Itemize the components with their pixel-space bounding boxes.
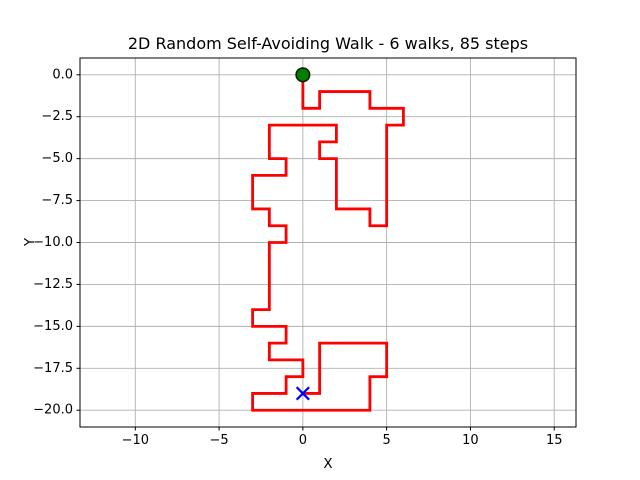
x-axis-label: X bbox=[323, 456, 332, 472]
y-tick-label: −15.0 bbox=[33, 319, 73, 334]
x-tick-label: 10 bbox=[462, 433, 479, 448]
tick-labels: −10 −5 0 5 10 15 0.0 −2.5 −5.0 −7.5 −10.0 −12.5 −15.… bbox=[33, 67, 562, 448]
y-tick-label: −10.0 bbox=[33, 235, 73, 250]
walk-path bbox=[251, 74, 405, 412]
y-axis-label: Y bbox=[22, 237, 38, 247]
tick-marks bbox=[76, 74, 555, 431]
plot-layer bbox=[251, 67, 405, 412]
y-tick-label: −2.5 bbox=[41, 109, 73, 124]
y-tick-label: 0.0 bbox=[52, 67, 73, 82]
end-marker-stroke bbox=[295, 386, 310, 401]
chart-title: 2D Random Self-Avoiding Walk - 6 walks, … bbox=[128, 34, 528, 53]
y-tick-label: −12.5 bbox=[33, 277, 73, 292]
end-marker bbox=[295, 386, 310, 401]
x-tick-label: 5 bbox=[383, 433, 391, 448]
x-tick-label: −10 bbox=[122, 433, 149, 448]
grid-lines bbox=[80, 58, 576, 427]
y-tick-label: −20.0 bbox=[33, 403, 73, 418]
x-tick-label: −5 bbox=[209, 433, 228, 448]
x-tick-label: 15 bbox=[546, 433, 563, 448]
x-tick-label: 0 bbox=[299, 433, 307, 448]
y-tick-label: −17.5 bbox=[33, 361, 73, 376]
y-tick-label: −5.0 bbox=[41, 151, 73, 166]
y-tick-label: −7.5 bbox=[41, 193, 73, 208]
start-marker bbox=[295, 67, 311, 83]
